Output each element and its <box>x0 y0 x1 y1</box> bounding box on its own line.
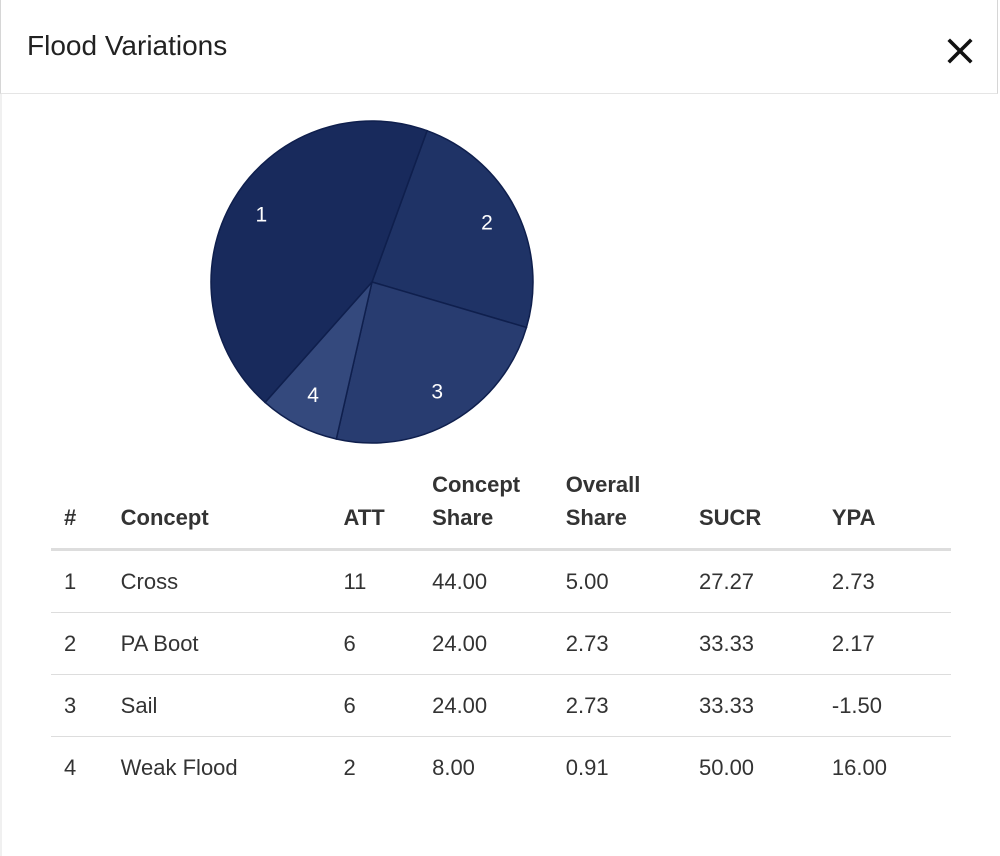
pie-slice-label: 4 <box>307 384 319 407</box>
pie-slice-3[interactable] <box>335 281 528 444</box>
close-icon <box>947 38 973 64</box>
cell-ypa: -1.50 <box>831 674 951 737</box>
cell-concept-share: 24.00 <box>432 612 566 675</box>
cell-overall-share: 0.91 <box>565 754 609 780</box>
header-num: # <box>51 468 121 551</box>
pie-slice-label: 2 <box>481 211 493 234</box>
cell-att: 6 <box>343 674 433 737</box>
header-concept: Concept <box>120 468 344 551</box>
cell-ypa: 16.00 <box>831 754 887 780</box>
table-row: 1 Cross 11 44.00 5.00 27.27 2.73 <box>51 549 951 613</box>
cell-att: 11 <box>343 549 433 613</box>
pie-chart: 2 3 4 1 <box>200 110 550 455</box>
cell-concept: Weak Flood <box>120 754 238 780</box>
cell-att: 6 <box>343 612 433 675</box>
pie-slice-label: 3 <box>431 381 443 404</box>
modal-header: Flood Variations <box>0 0 998 94</box>
cell-sucr: 50.00 <box>698 754 755 780</box>
cell-concept: Sail <box>120 674 344 737</box>
cell-sucr: 33.33 <box>698 612 832 675</box>
cell-num: 1 <box>51 549 121 613</box>
table-header-row: # Concept ATT Concept Share Overall Shar… <box>51 468 951 551</box>
header-ypa: YPA <box>831 468 951 551</box>
header-overall-share-line1: Overall <box>565 472 641 497</box>
header-att: ATT <box>343 468 433 551</box>
modal-body-edge <box>0 94 2 856</box>
cell-num: 4 <box>64 754 77 780</box>
header-overall-share: Overall Share <box>565 468 699 551</box>
modal-title: Flood Variations <box>27 30 228 61</box>
header-concept-share-line1: Concept <box>432 472 521 497</box>
pie-slice-label: 1 <box>256 204 268 227</box>
cell-overall-share: 2.73 <box>565 674 699 737</box>
pie-slice-2[interactable] <box>371 129 534 329</box>
cell-ypa: 2.73 <box>831 549 951 613</box>
pie-slice-1[interactable] <box>210 120 429 404</box>
cell-overall-share: 5.00 <box>565 549 699 613</box>
close-button[interactable] <box>945 36 975 66</box>
pie-chart-svg: 2 3 4 1 <box>210 120 534 444</box>
cell-sucr: 33.33 <box>698 674 832 737</box>
table-row: 4 Weak Flood 2 8.00 0.91 50.00 16.00 <box>51 737 951 799</box>
cell-concept-share: 8.00 <box>432 754 475 780</box>
cell-concept-share: 44.00 <box>432 549 566 613</box>
header-overall-share-line2: Share <box>565 505 627 530</box>
cell-num: 2 <box>51 612 121 675</box>
cell-concept: PA Boot <box>120 612 344 675</box>
cell-overall-share: 2.73 <box>565 612 699 675</box>
header-concept-share: Concept Share <box>432 468 566 551</box>
table-row: 3 Sail 6 24.00 2.73 33.33 -1.50 <box>51 674 951 737</box>
cell-sucr: 27.27 <box>698 549 832 613</box>
concept-stats-table: # Concept ATT Concept Share Overall Shar… <box>51 468 951 798</box>
header-sucr: SUCR <box>698 468 832 551</box>
cell-concept-share: 24.00 <box>432 674 566 737</box>
cell-num: 3 <box>51 674 121 737</box>
cell-att: 2 <box>343 754 356 780</box>
header-concept-share-line2: Share <box>432 505 494 530</box>
cell-ypa: 2.17 <box>831 612 951 675</box>
cell-concept: Cross <box>120 549 344 613</box>
table-row: 2 PA Boot 6 24.00 2.73 33.33 2.17 <box>51 612 951 675</box>
